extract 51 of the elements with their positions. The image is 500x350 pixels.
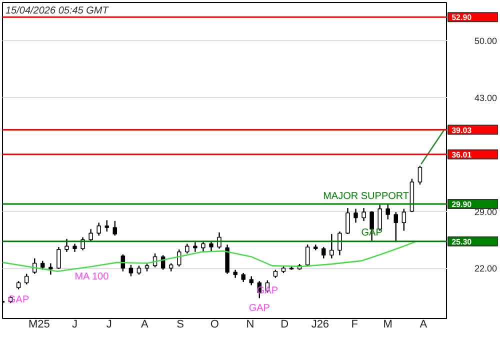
candlestick xyxy=(386,203,390,220)
candlestick xyxy=(112,220,118,236)
y-tick-label: 43.00 xyxy=(474,93,497,104)
candlestick xyxy=(394,211,398,243)
y-tick-label: 50.00 xyxy=(474,36,497,46)
x-tick-label: J xyxy=(72,318,78,330)
x-tick-label: A xyxy=(420,318,428,330)
candlestick xyxy=(96,222,101,236)
ref-line-label: 25.30 xyxy=(452,237,472,246)
chart-title: 15/04/2026 05:45 GMT xyxy=(6,6,110,16)
x-tick-label: J xyxy=(106,318,112,330)
candlestick xyxy=(418,165,422,186)
x-tick-label: M xyxy=(383,318,392,330)
candlestick xyxy=(88,228,93,242)
candlestick xyxy=(346,207,350,235)
candlestick xyxy=(193,242,198,252)
x-tick-label: D xyxy=(280,318,289,330)
candlestick xyxy=(128,264,134,277)
x-tick-label: M25 xyxy=(28,318,50,330)
x-tick-label: A xyxy=(141,318,150,330)
candlestick xyxy=(322,246,326,259)
y-tick-label: 29.00 xyxy=(474,206,497,217)
ref-line-label: 29.90 xyxy=(452,200,472,209)
ref-line-label: 52.90 xyxy=(452,13,472,22)
y-tick-label: 22.00 xyxy=(474,264,497,274)
ref-line-label: 36.01 xyxy=(452,150,472,160)
candlestick xyxy=(209,240,214,252)
x-tick-label: S xyxy=(176,318,184,330)
x-tick-label: O xyxy=(210,318,220,330)
line-series xyxy=(2,240,418,272)
candlestick xyxy=(217,232,222,250)
candlestick xyxy=(56,246,61,270)
candlestick xyxy=(338,230,342,256)
x-tick-label: N xyxy=(246,318,254,330)
candlestick xyxy=(354,208,358,224)
candlestick xyxy=(48,262,53,276)
ref-line-label: 39.03 xyxy=(452,126,472,135)
candlestick xyxy=(362,207,366,222)
candlestick xyxy=(201,240,206,252)
candlestick xyxy=(64,238,69,252)
candlestick xyxy=(402,208,406,232)
annotation: MAJOR SUPPORT xyxy=(323,190,410,202)
candlestick xyxy=(330,233,334,259)
candlestick xyxy=(305,244,310,266)
annotation: GAP xyxy=(248,303,270,314)
x-tick-label: F xyxy=(351,318,358,330)
candlestick xyxy=(104,220,109,232)
annotation: MA 100 xyxy=(74,272,110,283)
candlestick xyxy=(24,273,29,285)
x-tick-label: J26 xyxy=(311,318,330,330)
candlestick xyxy=(185,243,190,254)
